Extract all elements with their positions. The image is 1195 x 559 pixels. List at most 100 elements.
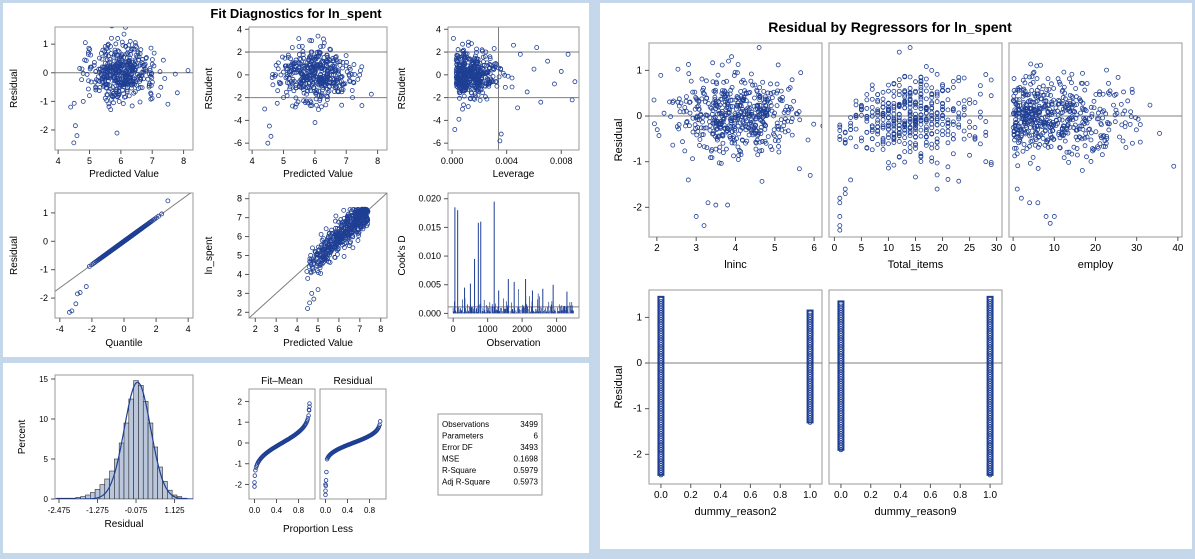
employ-point [1093,129,1099,135]
lninc-xtick-label: 4 [733,243,739,254]
total-items-point [902,74,908,80]
employ-point [1028,81,1034,87]
rstudent-vs-pred-point [300,49,306,54]
total-items-point [842,186,848,192]
employ-point [1088,159,1094,164]
lninc-point [710,131,716,137]
dummy-reason9-point [987,319,993,325]
total-items-point [961,107,967,112]
dummy-reason9-point [987,317,993,323]
total-items-point [961,75,967,81]
employ-point [1122,108,1128,114]
dummy-reason9-point [987,390,993,396]
obs-vs-pred-xtick-label: 3 [274,324,279,334]
obs-vs-pred-point [305,276,311,281]
resid-hist-xtick-label: 1.125 [165,506,186,515]
dummy-reason9-point [838,438,844,444]
employ-point [1086,127,1092,133]
rstudent-vs-pred-point [284,93,290,99]
total-items-point [972,100,978,105]
lninc-point [705,101,711,106]
resid-vs-pred-point [124,89,130,94]
resid-qq-ytick-label: -1 [40,265,48,275]
employ-point [1128,109,1134,115]
resid-vs-pred-ytick-label: -2 [40,125,48,135]
employ-point [1053,105,1059,111]
dummy-reason2-point [658,451,664,457]
total-items-point [896,77,902,83]
dummy-reason2-point [658,385,664,391]
lninc-point [705,200,711,206]
lninc-point [732,69,738,75]
employ-point [1063,96,1068,102]
obs-vs-pred-point [333,213,339,219]
total-items-point [875,117,881,123]
rstudent-vs-pred-ylabel: RStudent [204,67,215,109]
resid-vs-pred-point [118,61,124,67]
dummy-reason2-point [658,374,664,380]
total-items-point [972,134,978,140]
total-items-point [907,133,913,139]
employ-point [1040,83,1046,89]
employ-point [1039,96,1045,102]
rstudent-vs-pred-point [294,101,299,107]
rstudent-vs-leverage-point [502,84,508,90]
total-items-point [907,74,913,80]
employ-point [1114,110,1120,116]
cooks-d-xtick-label: 0 [451,324,456,334]
lninc-point [768,90,774,96]
lninc-point [794,111,799,116]
rstudent-vs-pred-point [285,52,291,58]
dummy-reason9-point [838,342,844,348]
resid-vs-pred-point [104,98,110,103]
resid-vs-pred-point [145,76,151,82]
lninc-point [709,111,715,117]
obs-vs-pred-ytick-label: 2 [237,307,242,317]
rstudent-vs-pred-point [318,44,323,50]
dummy-reason2-point [807,390,813,396]
employ-point [1027,74,1033,80]
employ-point [1091,98,1097,104]
resid-vs-pred-point [74,133,80,139]
dummy-reason9-point [838,335,844,341]
cooks-d-ytick-label: 0.000 [418,308,441,318]
total-items-point [913,125,918,131]
lninc-point [722,125,728,131]
lninc-point [739,114,745,119]
dummy-reason2-point [807,351,813,357]
lninc-point [699,76,705,82]
fit-mean-point [307,404,312,409]
rstudent-vs-leverage-point [476,85,481,91]
rstudent-vs-pred-point [309,49,315,55]
total-items-point [891,140,897,145]
rstudent-vs-leverage-point [552,81,557,87]
rstudent-vs-pred-point [318,71,324,77]
total-items-point [896,139,902,144]
employ-xtick-label: 30 [1131,243,1143,254]
lninc-point [763,102,768,108]
employ-point [1129,90,1135,95]
employ-point [1133,115,1139,121]
obs-vs-pred-point [326,242,332,248]
employ-point [1137,139,1143,145]
rstudent-vs-pred-point [301,66,307,72]
dummy-reason9-point [838,376,844,382]
obs-vs-pred-point [310,245,315,251]
residual-spread-title: Residual [334,376,373,387]
dummy-reason9-point [838,399,844,405]
rstudent-vs-leverage-point [461,93,467,99]
dummy-reason9-point [987,388,993,393]
employ-point [1099,152,1105,158]
rstudent-vs-pred-point [317,93,322,98]
rstudent-vs-pred-point [282,55,288,61]
employ-point [1071,125,1077,130]
total-items-point [956,124,962,130]
employ-point [1014,97,1020,103]
lninc-points [651,45,822,228]
total-items-point [923,134,929,140]
obs-vs-pred-point [329,242,334,248]
dummy-reason2-point [807,385,813,391]
employ-point [1069,151,1075,157]
resid-vs-pred-point [108,64,114,69]
